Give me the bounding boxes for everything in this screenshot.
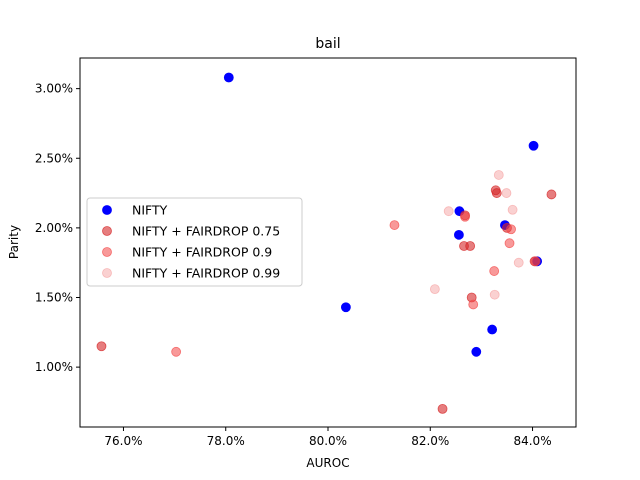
y-tick-label: 2.50% [35, 151, 73, 165]
y-tick-label: 1.00% [35, 360, 73, 374]
y-tick-label: 1.50% [35, 291, 73, 305]
legend-label: NIFTY + FAIRDROP 0.75 [132, 224, 280, 239]
plot-area [79, 57, 577, 428]
data-point-series-3-5 [507, 204, 518, 215]
data-point-series-1-7 [491, 188, 502, 198]
x-tick-label: 78.0% [207, 434, 245, 448]
legend-label: NIFTY + FAIRDROP 0.99 [132, 266, 280, 281]
data-point-series-0-0 [223, 72, 234, 83]
data-point-series-2-2 [460, 211, 470, 222]
data-point-series-2-0 [171, 346, 182, 357]
data-point-series-2-1 [389, 220, 400, 230]
data-point-series-0-1 [340, 302, 351, 313]
y-tick-label: 3.00% [35, 82, 73, 96]
x-tick-label: 76.0% [104, 434, 142, 448]
legend-marker [102, 268, 112, 278]
x-tick-label: 82.0% [411, 434, 449, 448]
data-point-series-3-2 [489, 289, 500, 300]
y-axis-label: Parity [7, 225, 21, 259]
x-axis-label: AUROC [306, 456, 349, 470]
data-point-series-3-0 [429, 284, 440, 295]
data-point-series-3-3 [493, 170, 504, 180]
data-point-series-2-7 [530, 256, 541, 267]
data-point-series-0-5 [487, 324, 498, 335]
data-point-series-0-4 [471, 346, 482, 357]
legend: NIFTY NIFTY + FAIRDROP 0.75 NIFTY + FAIRDR… [86, 197, 303, 287]
data-point-series-1-4 [465, 241, 476, 251]
chart-title: bail [315, 36, 340, 52]
data-point-series-2-5 [506, 224, 516, 235]
legend-label: NIFTY [132, 203, 168, 218]
data-point-series-3-1 [443, 206, 454, 217]
legend-label: NIFTY + FAIRDROP 0.9 [132, 245, 272, 260]
y-tick-label: 2.00% [35, 221, 73, 235]
legend-marker [102, 247, 112, 257]
data-point-series-0-7 [528, 140, 539, 151]
data-point-series-1-9 [546, 189, 557, 200]
x-tick-label: 80.0% [309, 434, 347, 448]
data-point-series-2-3 [468, 299, 479, 310]
data-point-series-0-3 [454, 229, 464, 240]
legend-box [86, 197, 303, 287]
data-point-series-3-6 [513, 257, 524, 268]
x-tick-label: 84.0% [513, 434, 551, 448]
data-point-series-2-6 [504, 238, 515, 249]
axis-ticks: 76.0% 78.0% 80.0% 82.0% 84.0% 1.00% 1.50% 2.00%… [35, 82, 552, 448]
legend-marker [102, 226, 112, 236]
data-point-series-3-4 [501, 188, 512, 198]
data-point-series-1-1 [437, 403, 448, 414]
data-point-series-1-0 [96, 341, 107, 352]
legend-marker [102, 205, 112, 215]
data-point-series-2-4 [489, 266, 500, 276]
